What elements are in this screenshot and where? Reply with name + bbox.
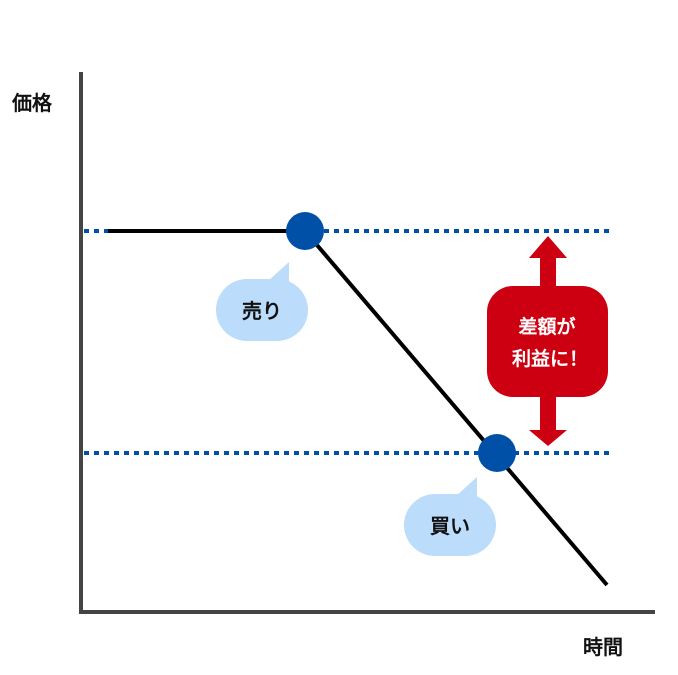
- profit-box: [487, 286, 608, 397]
- price-line: [108, 229, 609, 587]
- sell-point: [286, 212, 324, 250]
- sell-bubble: 売り: [216, 262, 308, 341]
- y-axis-label: 価格: [11, 91, 53, 115]
- profit-line-1: 差額が: [518, 315, 575, 338]
- buy-bubble: 買い: [404, 477, 496, 556]
- sell-label: 売り: [242, 299, 282, 323]
- x-axis-label: 時間: [583, 635, 623, 659]
- buy-label: 買い: [430, 514, 470, 538]
- buy-point: [478, 434, 516, 472]
- profit-line-2: 利益に！: [512, 347, 588, 370]
